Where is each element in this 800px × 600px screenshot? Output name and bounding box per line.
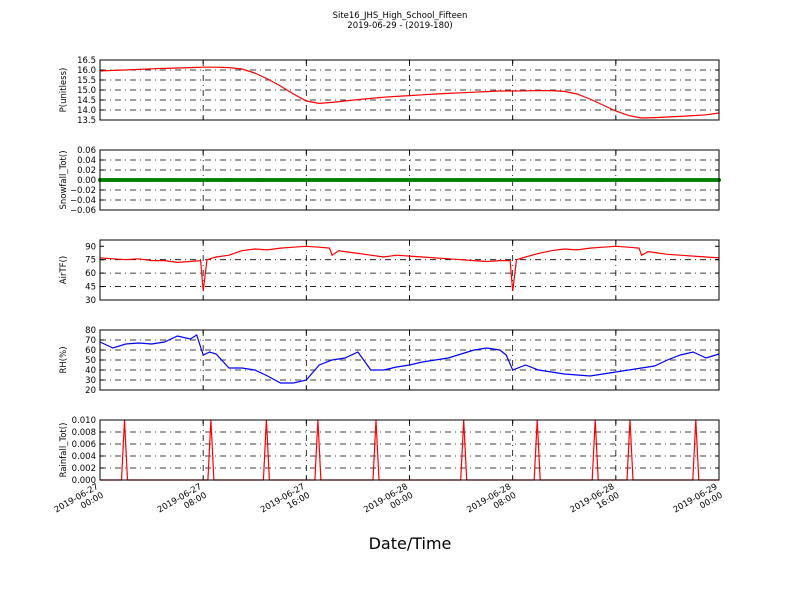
y-tick-label: 0.010 bbox=[72, 416, 96, 426]
x-tick-label: 2019-06-2700:00 bbox=[53, 482, 106, 524]
y-tick-label: 16.5 bbox=[77, 56, 96, 66]
y-tick-label: 80 bbox=[85, 326, 96, 336]
y-tick-label: 14.0 bbox=[77, 106, 96, 116]
panel-frame bbox=[99, 419, 720, 481]
y-tick-label: 75 bbox=[85, 256, 96, 266]
panel-frame bbox=[99, 149, 720, 211]
y-tick-label: 0.004 bbox=[72, 452, 96, 462]
y-tick-label: 0.06 bbox=[77, 146, 96, 156]
y-tick-label: 30 bbox=[85, 376, 96, 386]
panel-3: 30 45 60 75 90 AirTF() bbox=[59, 239, 720, 306]
panel-5: 0.000 0.002 0.004 0.006 0.008 0.010Rainfall_T… bbox=[59, 416, 720, 486]
y-axis-label: AirTF() bbox=[59, 256, 69, 284]
panel-frame bbox=[99, 59, 720, 121]
y-tick-label: 0.002 bbox=[72, 464, 96, 474]
panel-2: −0.06−0.04−0.020.000.020.040.06 Snowfall_… bbox=[59, 146, 721, 216]
y-tick-label: −0.02 bbox=[70, 186, 96, 196]
x-tick-label: 2019-06-2800:00 bbox=[362, 482, 415, 524]
y-tick-label: 15.5 bbox=[77, 76, 96, 86]
y-tick-label: −0.06 bbox=[70, 206, 96, 216]
y-tick-label: 14.5 bbox=[77, 96, 96, 106]
y-tick-label: 60 bbox=[85, 346, 96, 356]
y-tick-label: 0.006 bbox=[72, 440, 96, 450]
y-tick-label: 20 bbox=[85, 386, 96, 396]
panel-1: 13.514.014.515.015.516.016.5 P(unitless) bbox=[59, 56, 720, 126]
series-line bbox=[99, 334, 720, 384]
series-line bbox=[99, 66, 720, 119]
chart-title: Site16_JHS_High_School_Fifteen bbox=[332, 11, 468, 21]
y-tick-label: 45 bbox=[85, 283, 96, 293]
x-tick-label: 2019-06-2808:00 bbox=[465, 482, 518, 524]
panel-frame bbox=[99, 239, 720, 301]
y-tick-label: 0.000 bbox=[72, 476, 96, 486]
chart-subtitle: 2019-06-29 - (2019-180) bbox=[347, 21, 453, 31]
y-axis-label: Snowfall_Tot() bbox=[59, 150, 69, 209]
x-tick-label: 2019-06-2816:00 bbox=[569, 482, 622, 524]
y-tick-label: 70 bbox=[85, 336, 96, 346]
y-tick-label: 0.04 bbox=[77, 156, 96, 166]
y-tick-label: 13.5 bbox=[77, 116, 96, 126]
series-points bbox=[98, 178, 721, 182]
x-tick-label: 2019-06-2716:00 bbox=[259, 482, 312, 524]
y-tick-label: 90 bbox=[85, 242, 96, 252]
y-tick-label: 60 bbox=[85, 269, 96, 279]
y-tick-label: 15.0 bbox=[77, 86, 96, 96]
y-tick-label: 0.00 bbox=[77, 176, 96, 186]
x-axis-label: Date/Time bbox=[368, 534, 452, 553]
y-tick-label: 30 bbox=[85, 296, 96, 306]
y-tick-label: 40 bbox=[85, 366, 96, 376]
y-axis-label: P(unitless) bbox=[59, 68, 69, 113]
x-tick-label: 2019-06-2900:00 bbox=[672, 482, 725, 524]
y-tick-label: 50 bbox=[85, 356, 96, 366]
panel-frame bbox=[99, 329, 720, 391]
y-tick-label: −0.04 bbox=[70, 196, 96, 206]
y-axis-label: RH(%) bbox=[59, 346, 69, 373]
y-axis-label: Rainfall_Tot() bbox=[59, 423, 69, 478]
series-line bbox=[99, 245, 720, 292]
y-tick-label: 0.02 bbox=[77, 166, 96, 176]
y-tick-label: 0.008 bbox=[72, 428, 96, 438]
y-tick-label: 16.0 bbox=[77, 66, 96, 76]
x-tick-label: 2019-06-2708:00 bbox=[156, 482, 209, 524]
